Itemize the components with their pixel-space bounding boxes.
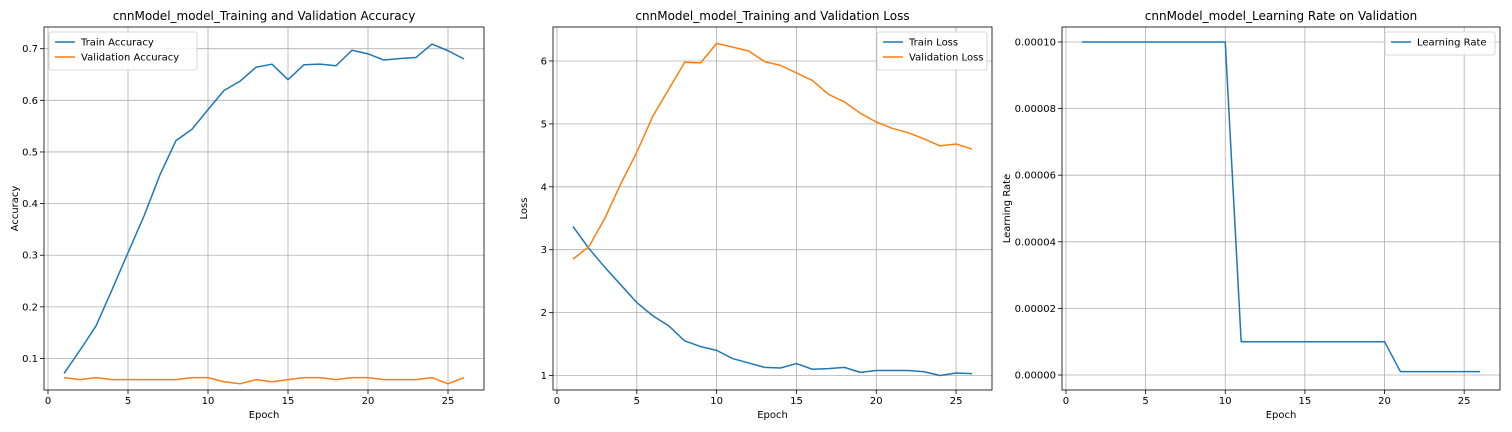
y-tick-label: 3 (541, 245, 547, 256)
y-tick-label: 0.00004 (1015, 237, 1056, 248)
x-tick-label: 25 (442, 396, 455, 407)
series-line-train-accuracy (63, 43, 465, 374)
legend-entry: Validation Accuracy (81, 53, 179, 64)
y-tick-label: 4 (541, 182, 547, 193)
x-axis-label: Epoch (249, 410, 280, 421)
legend: Train Loss Validation Loss (876, 31, 988, 71)
y-tick-label: 0.00006 (1015, 171, 1056, 182)
y-tick-label: 0.00000 (1015, 371, 1056, 382)
x-tick-label: 0 (1063, 396, 1069, 407)
y-tick-label: 0.00008 (1015, 104, 1056, 115)
x-tick-label: 5 (125, 396, 131, 407)
x-tick-label: 20 (362, 396, 375, 407)
series-line-validation-loss (572, 42, 973, 260)
chart-panel-1: 0 5 10 15 20 25 0.1 0.2 0.3 0.4 0.5 0.6 0.7 cnnModel_… (10, 9, 485, 421)
y-tick-label: 0.3 (22, 251, 38, 262)
x-tick-label: 20 (1378, 396, 1391, 407)
x-axis-label: Epoch (757, 410, 788, 421)
legend: Learning Rate (1384, 31, 1496, 56)
x-tick-label: 15 (282, 396, 295, 407)
y-axis-label: Accuracy (10, 186, 21, 232)
chart-title: cnnModel_model_Training and Validation L… (635, 9, 909, 23)
legend-box (1384, 31, 1496, 56)
series-line-validation-accuracy (63, 376, 465, 385)
x-tick-label: 0 (45, 396, 51, 407)
x-tick-label: 10 (202, 396, 215, 407)
y-tick-label: 0.5 (22, 147, 38, 158)
x-tick-label: 25 (950, 396, 963, 407)
x-tick-label: 20 (870, 396, 883, 407)
y-tick-label: 0.1 (22, 354, 38, 365)
y-tick-label: 1 (541, 371, 547, 382)
x-axis-label: Epoch (1266, 410, 1297, 421)
legend-entry: Validation Loss (909, 53, 984, 64)
y-tick-label: 0.2 (22, 302, 38, 313)
legend-entry: Learning Rate (1417, 38, 1487, 49)
x-tick-label: 10 (710, 396, 723, 407)
chart-title: cnnModel_model_Training and Validation A… (113, 9, 416, 23)
y-tick-label: 5 (541, 119, 547, 130)
chart-panel-3: 0 5 10 15 20 25 0.00000 0.00002 0.00004 0.00006 0.… (1002, 9, 1501, 421)
series-line-train-loss (572, 225, 973, 377)
y-tick-label: 0.4 (22, 199, 38, 210)
x-tick-label: 25 (1458, 396, 1471, 407)
x-tick-label: 15 (790, 396, 803, 407)
y-tick-label: 0.00010 (1015, 37, 1056, 48)
y-tick-label: 6 (541, 56, 547, 67)
y-tick-label: 0.7 (22, 44, 38, 55)
x-tick-label: 5 (1142, 396, 1148, 407)
y-tick-label: 0.00002 (1015, 304, 1056, 315)
x-tick-label: 15 (1299, 396, 1312, 407)
legend-entry: Train Accuracy (80, 38, 154, 49)
plot-frame (43, 26, 485, 391)
y-axis-label: Loss (519, 198, 530, 220)
y-axis-label: Learning Rate (1002, 174, 1013, 244)
series-line-learning-rate (1081, 41, 1481, 373)
legend-box (48, 31, 198, 71)
y-tick-label: 2 (541, 308, 547, 319)
x-tick-label: 10 (1219, 396, 1232, 407)
legend-entry: Train Loss (908, 38, 958, 49)
x-tick-label: 0 (554, 396, 560, 407)
chart-panel-2: 0 5 10 15 20 25 1 2 3 4 5 6 cnnModel_model_Training … (519, 9, 993, 421)
plot-frame (552, 26, 993, 391)
plot-frame (1061, 26, 1501, 391)
chart-title: cnnModel_model_Learning Rate on Validati… (1145, 9, 1417, 23)
legend: Train Accuracy Validation Accuracy (48, 31, 198, 71)
legend-box (876, 31, 988, 71)
y-tick-label: 0.6 (22, 96, 38, 107)
x-tick-label: 5 (634, 396, 640, 407)
